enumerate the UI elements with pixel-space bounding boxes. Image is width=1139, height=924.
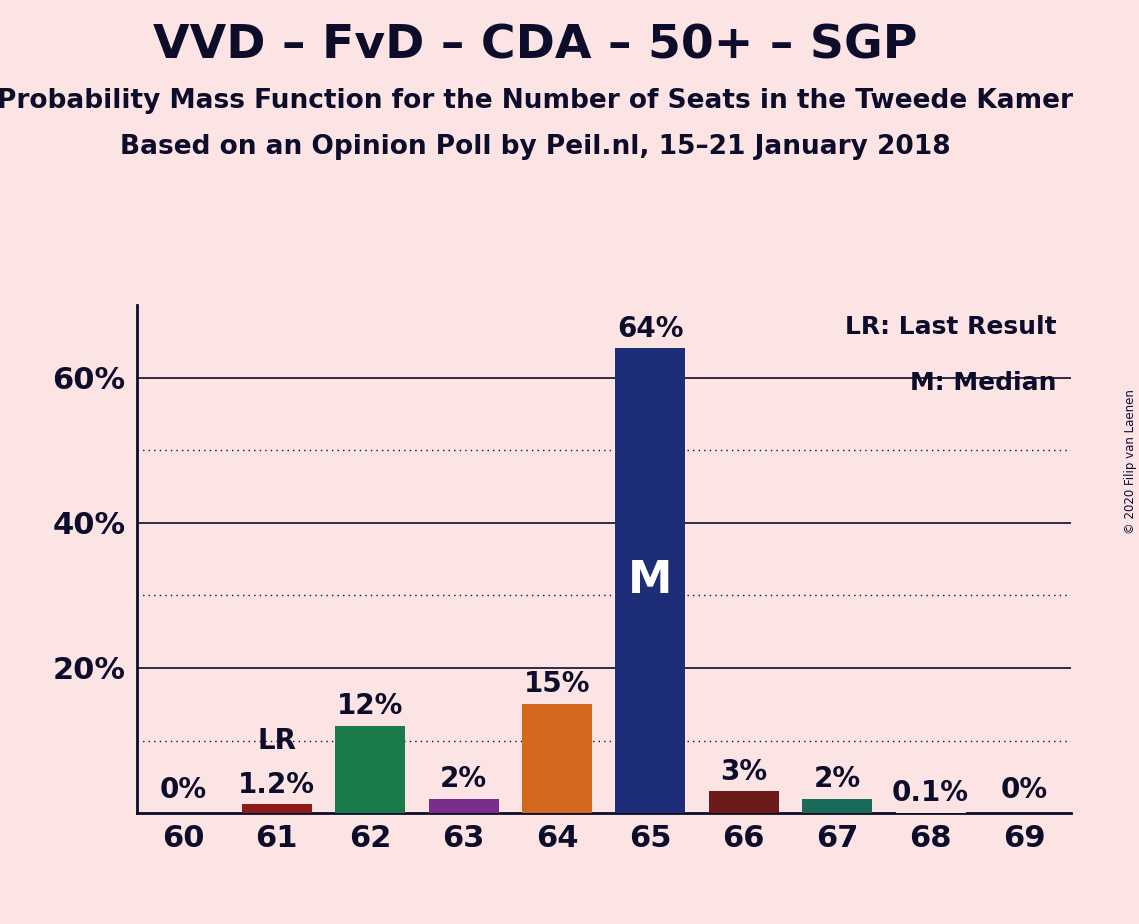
Bar <box>241 805 312 813</box>
Text: 2%: 2% <box>813 765 861 793</box>
Text: 15%: 15% <box>524 671 590 699</box>
Bar <box>708 791 779 813</box>
Text: LR: LR <box>257 726 296 755</box>
Text: 64%: 64% <box>617 315 683 343</box>
Text: M: M <box>629 559 672 602</box>
Text: 0.1%: 0.1% <box>892 779 969 807</box>
Bar <box>802 798 872 813</box>
Text: 0%: 0% <box>1000 776 1048 805</box>
Text: 0%: 0% <box>159 776 207 805</box>
Text: 12%: 12% <box>337 692 403 720</box>
Text: Based on an Opinion Poll by Peil.nl, 15–21 January 2018: Based on an Opinion Poll by Peil.nl, 15–… <box>120 134 951 160</box>
Text: LR: Last Result: LR: Last Result <box>845 315 1057 339</box>
Text: © 2020 Filip van Laenen: © 2020 Filip van Laenen <box>1124 390 1137 534</box>
Bar <box>428 798 499 813</box>
Text: VVD – FvD – CDA – 50+ – SGP: VVD – FvD – CDA – 50+ – SGP <box>153 23 918 68</box>
Text: M: Median: M: Median <box>910 371 1057 395</box>
Text: 1.2%: 1.2% <box>238 771 316 798</box>
Bar <box>615 348 686 813</box>
Bar <box>522 704 592 813</box>
Text: 3%: 3% <box>720 758 768 785</box>
Bar <box>335 726 405 813</box>
Text: 2%: 2% <box>440 765 487 793</box>
Text: Probability Mass Function for the Number of Seats in the Tweede Kamer: Probability Mass Function for the Number… <box>0 88 1073 114</box>
